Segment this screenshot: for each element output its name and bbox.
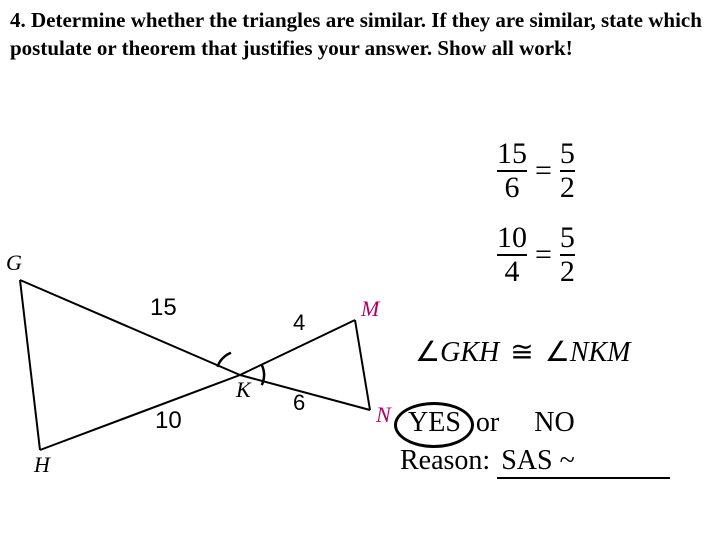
eq2-n2: 5: [560, 222, 575, 254]
reason-label: Reason:: [400, 445, 490, 476]
eq2-equals: =: [535, 238, 552, 272]
ratio-eq-2: 10 4 = 5 2: [497, 222, 575, 287]
angle-rel: ≅: [506, 337, 537, 368]
eq2-d1: 4: [497, 254, 527, 288]
reason-value: SAS ~: [497, 445, 670, 479]
eq1-equals: =: [535, 154, 552, 188]
question-text: 4. Determine whether the triangles are s…: [10, 6, 710, 63]
answer-no: NO: [514, 407, 574, 438]
svg-text:15: 15: [150, 294, 177, 321]
svg-text:G: G: [6, 250, 22, 275]
svg-text:6: 6: [293, 390, 305, 415]
svg-text:N: N: [375, 402, 392, 427]
svg-text:K: K: [235, 377, 252, 402]
angle-congruence: ∠GKH ≅ ∠NKM: [415, 335, 631, 369]
eq2-d2: 2: [560, 254, 575, 288]
eq1-n1: 15: [497, 138, 527, 170]
triangles-diagram: G H K M N 15 10 4 6: [0, 130, 420, 490]
eq1-d2: 2: [560, 170, 575, 204]
svg-text:H: H: [33, 452, 51, 477]
eq2-n1: 10: [497, 222, 527, 254]
answer-yes: YES: [408, 407, 461, 438]
yes-no-row: YES or NO: [408, 407, 575, 439]
svg-text:4: 4: [293, 310, 305, 335]
ratio-eq-1: 15 6 = 5 2: [497, 138, 575, 203]
svg-text:M: M: [360, 296, 381, 321]
eq1-d1: 6: [497, 170, 527, 204]
answer-or: or: [468, 407, 507, 438]
reason-row: Reason: SAS ~: [400, 445, 670, 479]
angle-rhs: NKM: [570, 337, 631, 368]
angle-lhs: GKH: [440, 337, 499, 368]
svg-text:10: 10: [155, 407, 182, 434]
eq1-n2: 5: [560, 138, 575, 170]
